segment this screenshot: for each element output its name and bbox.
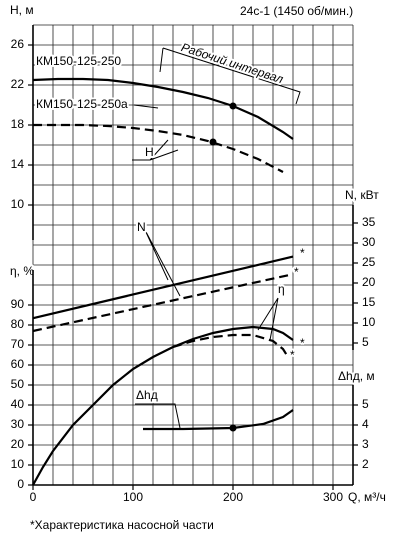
y-tick-label: 3 — [362, 437, 369, 451]
y-tick-label: 15 — [362, 295, 376, 309]
y-tick-label: 40 — [11, 397, 25, 411]
operating-point — [229, 102, 237, 110]
curve — [32, 273, 294, 333]
pointer — [132, 139, 179, 161]
y-tick-label: 50 — [11, 377, 25, 391]
y-tick-label: 2 — [362, 457, 369, 471]
curve — [32, 77, 294, 140]
x-tick-label: 0 — [30, 490, 37, 504]
curve-label: N — [137, 220, 146, 234]
y-tick-label: 20 — [11, 437, 25, 451]
x-tick-label: 100 — [123, 490, 143, 504]
y-tick-label: 5 — [362, 335, 369, 349]
annotation: Рабочий интервал — [180, 40, 286, 86]
footnote: *Характеристика насосной части — [30, 518, 214, 532]
asterisk: * — [300, 246, 305, 260]
y-tick-label: 70 — [11, 337, 25, 351]
y-tick-label: 90 — [11, 297, 25, 311]
pointer — [257, 297, 279, 341]
curve — [32, 255, 294, 320]
curve-label: Δhд — [136, 388, 158, 402]
h-axis-label: Н, м — [10, 3, 34, 17]
x-axis-label: Q, м³/ч — [348, 490, 386, 504]
asterisk: * — [294, 265, 299, 279]
eta-axis-label: η, % — [10, 264, 34, 278]
y-tick-label: 20 — [362, 275, 376, 289]
x-tick-label: 300 — [323, 490, 343, 504]
series-label: КМ150-125-250а — [36, 97, 128, 111]
x-tick-label: 200 — [223, 490, 243, 504]
y-tick-label: 4 — [362, 417, 369, 431]
y-tick-label: 35 — [362, 215, 376, 229]
chart-title: 24с-1 (1450 об/мин.) — [240, 4, 353, 18]
n-axis-label: N, кВт — [345, 188, 379, 202]
pointer — [135, 403, 181, 429]
pointer — [133, 104, 159, 109]
operating-point — [209, 138, 217, 146]
y-tick-label: 5 — [362, 397, 369, 411]
y-tick-label: 26 — [11, 37, 25, 51]
y-tick-label: 10 — [11, 197, 25, 211]
interval-bracket — [159, 47, 301, 105]
y-tick-label: 25 — [362, 255, 376, 269]
y-tick-label: 80 — [11, 317, 25, 331]
y-tick-label: 0 — [17, 477, 24, 491]
curve — [143, 409, 294, 431]
curve — [32, 325, 294, 486]
y-tick-label: 10 — [11, 457, 25, 471]
npsh-axis-label: Δhд, м — [338, 369, 375, 383]
y-tick-label: 22 — [11, 77, 25, 91]
y-tick-label: 14 — [11, 157, 25, 171]
operating-point — [229, 424, 237, 432]
y-tick-label: 10 — [362, 315, 376, 329]
curve-label: Н — [145, 145, 154, 159]
curve-label: η — [278, 282, 285, 296]
y-tick-label: 30 — [362, 235, 376, 249]
series-label: КМ150-125-250 — [36, 54, 121, 68]
curve — [172, 333, 289, 358]
grid — [32, 24, 354, 486]
y-tick-label: 30 — [11, 417, 25, 431]
y-tick-label: 60 — [11, 357, 25, 371]
pointer — [144, 229, 181, 297]
curve — [33, 123, 284, 173]
asterisk: * — [300, 336, 305, 350]
asterisk: * — [290, 348, 295, 362]
y-tick-label: 18 — [11, 117, 25, 131]
